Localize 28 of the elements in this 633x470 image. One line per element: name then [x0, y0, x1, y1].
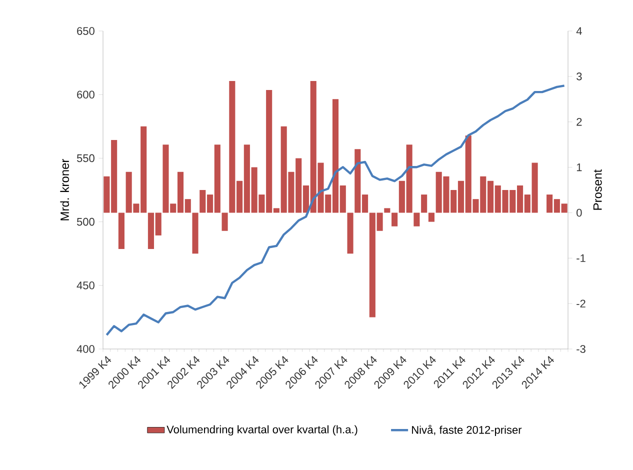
bar — [192, 212, 198, 254]
y2-tick-label: 1 — [576, 164, 582, 172]
bar — [421, 194, 428, 213]
y2-tick-label: 4 — [576, 27, 582, 35]
bar — [392, 212, 398, 226]
line-series — [106, 84, 566, 336]
y2-tick-label: -2 — [576, 300, 586, 308]
y2-tick-label: 2 — [576, 118, 582, 126]
y2-tick-label: -1 — [576, 254, 586, 262]
bar — [222, 212, 228, 231]
y-tick-label: 550 — [76, 154, 94, 162]
y-tick-label: 650 — [77, 27, 94, 35]
y2-tick-label: 3 — [576, 72, 582, 80]
bar — [414, 212, 420, 226]
y-tick-label: 600 — [77, 90, 94, 98]
y-tick-label: 400 — [76, 345, 94, 353]
y2-axis-title: Prosent — [593, 169, 602, 210]
bar — [384, 208, 390, 213]
bar — [347, 212, 354, 254]
y-tick-label: 500 — [76, 218, 94, 226]
y2-tick-label: -3 — [576, 345, 586, 353]
y-tick-label: 450 — [76, 282, 94, 290]
bar — [428, 212, 434, 222]
legend-label: Volumendring kvartal over kvartal (h.a.) — [166, 425, 358, 436]
y-axis-title: Mrd. kroner — [60, 158, 70, 220]
legend-label: Nivå, faste 2012-priser — [412, 424, 522, 436]
y2-tick-label: 0 — [576, 208, 582, 217]
bar — [118, 212, 124, 250]
